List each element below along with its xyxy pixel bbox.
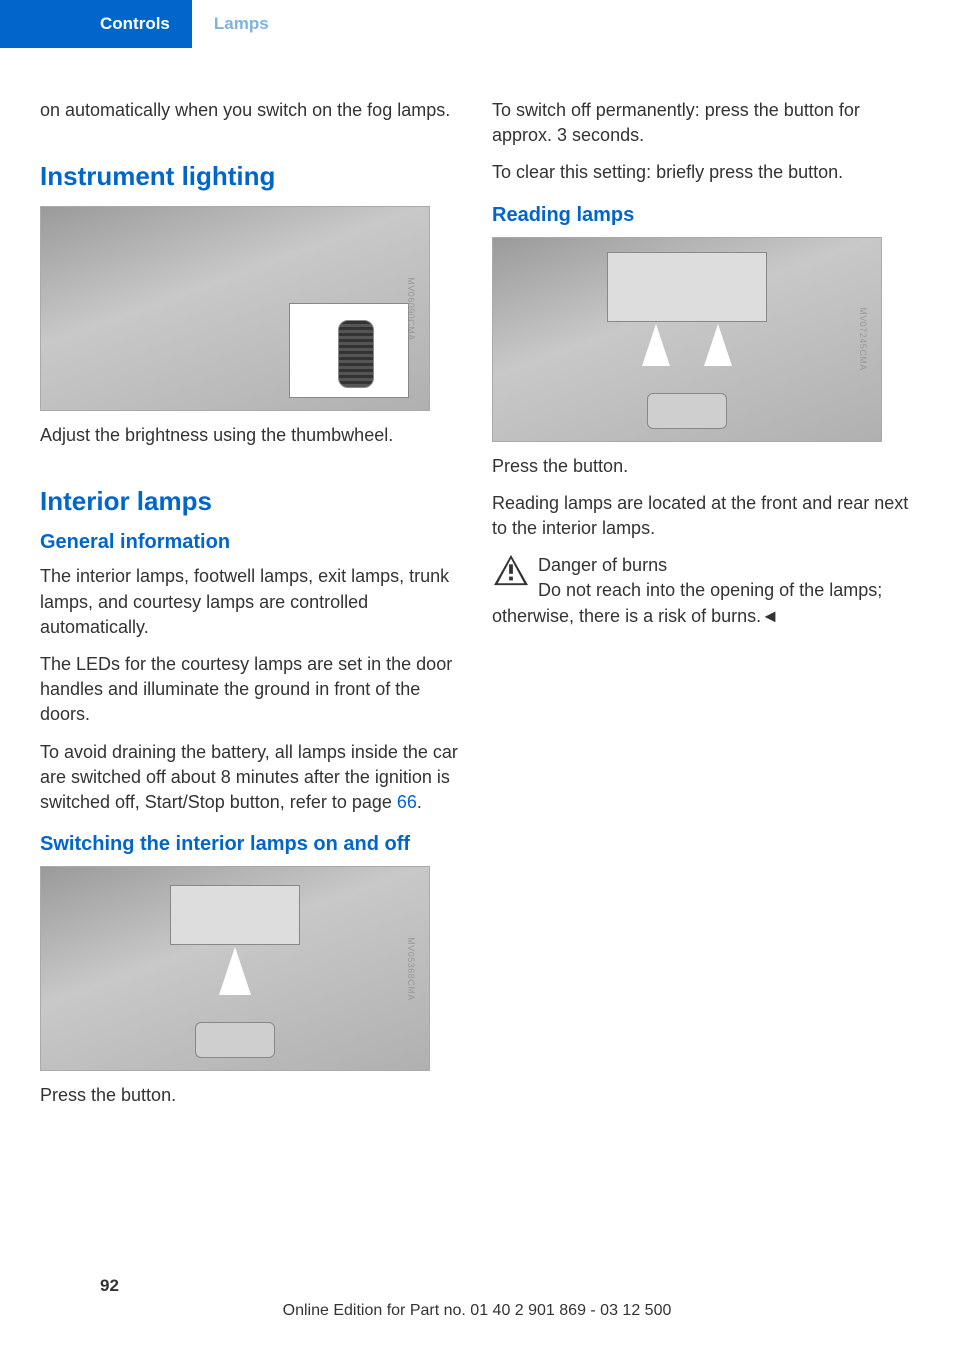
figure-reading-lamps: MV07245CMA [492,237,882,442]
warning-body: Do not reach into the opening of the lam… [492,578,914,628]
left-column: on automatically when you switch on the … [40,98,462,1120]
figure-code: MV05368CMA [406,937,416,1001]
page-header: Controls Lamps [0,0,954,48]
footer-edition: Online Edition for Part no. 01 40 2 901 … [40,1302,914,1320]
general-p3-text-a: To avoid draining the battery, all lamps… [40,742,458,812]
figure-instrument-lighting: MV06090CMA [40,206,430,411]
heading-interior-lamps: Interior lamps [40,486,462,517]
intro-text: on automatically when you switch on the … [40,98,462,123]
reading-caption: Press the button. [492,454,914,479]
reading-p2: Reading lamps are located at the front a… [492,491,914,541]
header-tab-controls: Controls [0,0,192,48]
heading-reading-lamps: Reading lamps [492,204,914,227]
heading-general-information: General information [40,531,462,554]
page-number: 92 [100,1276,119,1296]
page-reference-link[interactable]: 66 [397,792,417,812]
right-p2: To clear this setting: briefly press the… [492,160,914,185]
figure-code: MV07245CMA [858,307,868,371]
warning-title: Danger of burns [492,553,914,578]
header-tab-lamps: Lamps [192,0,291,48]
general-p2: The LEDs for the courtesy lamps are set … [40,652,462,728]
page-footer: 92 Online Edition for Part no. 01 40 2 9… [0,1276,954,1320]
switching-caption: Press the button. [40,1083,462,1108]
general-p1: The interior lamps, footwell lamps, exit… [40,564,462,640]
heading-instrument-lighting: Instrument lighting [40,161,462,192]
right-column: To switch off permanently: press the but… [492,98,914,1120]
warning-icon [492,553,530,587]
figure-code: MV06090CMA [406,277,416,341]
warning-box: Danger of burns Do not reach into the op… [492,553,914,629]
right-p1: To switch off permanently: press the but… [492,98,914,148]
instrument-caption: Adjust the brightness using the thumbwhe… [40,423,462,448]
figure-switching-interior: MV05368CMA [40,866,430,1071]
general-p3: To avoid draining the battery, all lamps… [40,740,462,816]
content-area: on automatically when you switch on the … [0,48,954,1120]
general-p3-text-b: . [417,792,422,812]
heading-switching-interior: Switching the interior lamps on and off [40,833,462,856]
